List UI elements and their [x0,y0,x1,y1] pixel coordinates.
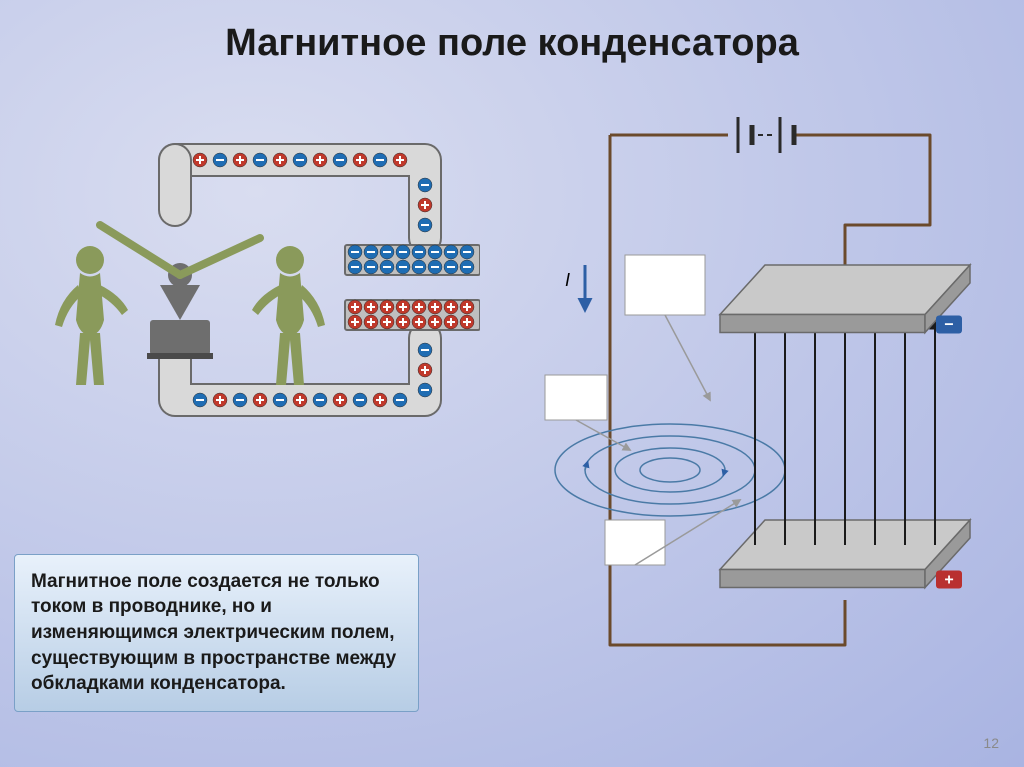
right-diagram: −+ [510,100,1000,660]
page-number: 12 [983,735,999,751]
caption-text: Магнитное поле создается не только током… [31,571,396,695]
caption-box: Магнитное поле создается не только током… [14,554,419,712]
slide-title: Магнитное поле конденсатора [0,22,1024,65]
svg-text:+: + [944,572,953,589]
left-diagram [55,120,480,430]
svg-text:−: − [944,317,953,334]
